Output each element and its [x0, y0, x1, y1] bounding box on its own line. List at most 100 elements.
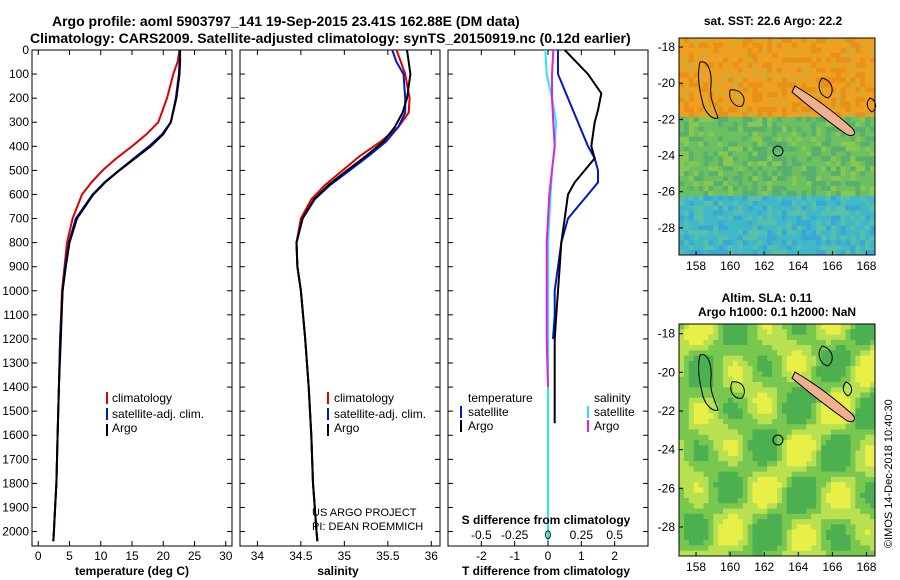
- heatmap-cell: [781, 200, 788, 207]
- heatmap-cell: [752, 171, 758, 177]
- heatmap-cell: [855, 492, 861, 499]
- heatmap-cell: [855, 450, 861, 457]
- heatmap-cell: [796, 111, 802, 118]
- series-line-argo: [295, 49, 412, 542]
- heatmap-cell: [830, 161, 837, 167]
- heatmap-cell: [752, 408, 758, 415]
- heatmap-cell: [747, 225, 753, 231]
- heatmap-cell: [801, 498, 807, 504]
- heatmap-cell: [835, 185, 842, 192]
- heatmap-cell: [806, 534, 812, 541]
- heatmap-cell: [688, 131, 695, 138]
- heatmap-cell: [767, 166, 773, 172]
- heatmap-cell: [728, 176, 734, 182]
- heatmap-cell: [811, 492, 817, 499]
- heatmap-cell: [816, 550, 822, 557]
- heatmap-cell: [718, 176, 724, 182]
- heatmap-cell: [742, 366, 748, 372]
- heatmap-cell: [870, 366, 876, 372]
- x-tick-label: -1: [509, 549, 520, 563]
- heatmap-cell: [752, 534, 758, 541]
- heatmap-cell: [850, 156, 856, 162]
- heatmap-cell: [791, 413, 797, 420]
- heatmap-cell: [708, 360, 714, 367]
- heatmap-cell: [786, 382, 793, 388]
- heatmap-cell: [718, 185, 724, 192]
- heatmap-cell: [796, 540, 802, 546]
- heatmap-cell: [772, 171, 778, 177]
- heatmap-cell: [713, 482, 719, 488]
- heatmap-cell: [860, 524, 866, 531]
- heatmap-cell: [698, 87, 704, 93]
- heatmap-cell: [728, 220, 734, 226]
- heatmap-cell: [860, 418, 866, 425]
- heatmap-cell: [777, 429, 783, 436]
- heatmap-cell: [806, 245, 812, 251]
- heatmap-cell: [708, 345, 714, 351]
- heatmap-cell: [732, 360, 739, 367]
- heatmap-cell: [860, 529, 866, 536]
- heatmap-cell: [811, 136, 817, 142]
- map-y-tick-label: -24: [658, 443, 676, 457]
- x-tick-label: 25: [188, 549, 202, 563]
- heatmap-cell: [679, 141, 685, 147]
- heatmap-cell: [757, 408, 763, 415]
- heatmap-cell: [737, 382, 744, 388]
- map-y-tick-label: -18: [658, 40, 676, 54]
- heatmap-cell: [703, 360, 709, 367]
- heatmap-cell: [816, 205, 822, 212]
- heatmap-cell: [855, 195, 861, 202]
- heatmap-cell: [762, 471, 768, 478]
- sst-map: sat. SST: 22.6 Argo: 22.2 158 160 162 164 16…: [658, 14, 877, 273]
- heatmap-cell: [767, 513, 773, 520]
- heatmap-cell: [718, 434, 724, 441]
- heatmap-cell: [821, 550, 827, 557]
- heatmap-cell: [698, 503, 704, 509]
- heatmap-cell: [791, 161, 797, 167]
- heatmap-cell: [772, 62, 778, 68]
- heatmap-cell: [732, 57, 739, 64]
- heatmap-cell: [777, 360, 783, 367]
- heatmap-cell: [811, 503, 817, 509]
- heatmap-cell: [747, 403, 753, 409]
- heatmap-cell: [830, 498, 837, 504]
- heatmap-cell: [791, 62, 797, 68]
- heatmap-cell: [703, 534, 709, 541]
- heatmap-cell: [747, 450, 753, 457]
- heatmap-cell: [732, 329, 739, 335]
- heatmap-cell: [870, 492, 876, 499]
- heatmap-cell: [693, 220, 699, 226]
- heatmap-cell: [855, 97, 861, 103]
- heatmap-cell: [840, 376, 846, 383]
- y-tick-label: 500: [9, 163, 29, 177]
- heatmap-cell: [826, 487, 832, 494]
- heatmap-cell: [806, 329, 812, 335]
- heatmap-cell: [865, 461, 871, 467]
- heatmap-cell: [781, 455, 788, 462]
- heatmap-cell: [786, 185, 793, 192]
- heatmap-cell: [830, 440, 837, 446]
- heatmap-cell: [855, 141, 861, 147]
- heatmap-cell: [801, 429, 807, 436]
- heatmap-cell: [870, 240, 876, 246]
- heatmap-cell: [747, 82, 753, 88]
- heatmap-cell: [806, 392, 812, 399]
- heatmap-cell: [747, 503, 753, 509]
- heatmap-cell: [791, 77, 797, 83]
- heatmap-cell: [762, 476, 768, 483]
- heatmap-cell: [723, 126, 729, 133]
- heatmap-cell: [855, 366, 861, 372]
- heatmap-cell: [683, 529, 690, 536]
- sla-coastlines: [698, 345, 853, 411]
- heatmap-cell: [796, 339, 802, 346]
- heatmap-cell: [870, 235, 876, 241]
- heatmap-cell: [796, 445, 802, 451]
- heatmap-cell: [747, 540, 753, 546]
- map-x-tick-label: 164: [788, 259, 808, 273]
- heatmap-cell: [870, 82, 876, 88]
- heatmap-cell: [860, 440, 866, 446]
- heatmap-cell: [826, 550, 832, 557]
- heatmap-cell: [830, 131, 837, 138]
- heatmap-cell: [718, 220, 724, 226]
- heatmap-cell: [747, 461, 753, 467]
